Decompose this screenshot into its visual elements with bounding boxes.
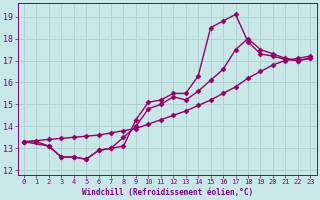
X-axis label: Windchill (Refroidissement éolien,°C): Windchill (Refroidissement éolien,°C) [82, 188, 253, 197]
